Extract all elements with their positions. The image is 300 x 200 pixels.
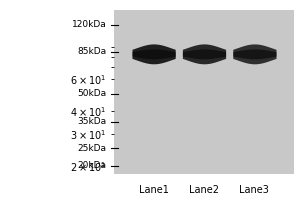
Text: 35kDa: 35kDa bbox=[78, 117, 107, 126]
Text: 85kDa: 85kDa bbox=[78, 47, 107, 56]
Text: 50kDa: 50kDa bbox=[78, 89, 107, 98]
Text: Lane1: Lane1 bbox=[139, 185, 169, 195]
Text: Lane2: Lane2 bbox=[189, 185, 219, 195]
Text: 120kDa: 120kDa bbox=[72, 20, 107, 29]
Text: Lane3: Lane3 bbox=[239, 185, 269, 195]
Text: 25kDa: 25kDa bbox=[78, 144, 107, 153]
Text: 20kDa: 20kDa bbox=[78, 161, 107, 170]
